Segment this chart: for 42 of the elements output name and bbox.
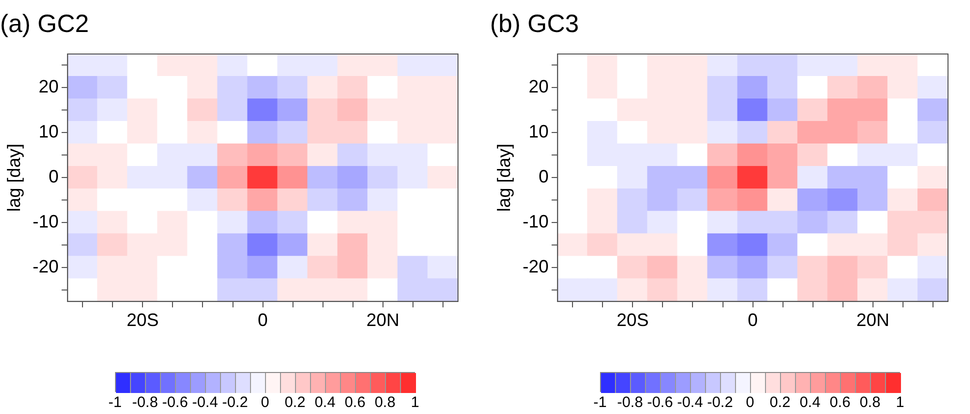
color-bar-label: 0 xyxy=(260,394,270,411)
color-bar-label: 0.8 xyxy=(860,394,880,411)
color-bar-label: 0.6 xyxy=(344,394,366,411)
color-bar-label: -0.4 xyxy=(677,394,703,411)
chart-title: (a) GC2 xyxy=(0,10,89,38)
y-tick-label: -20 xyxy=(32,256,59,277)
x-tick-label: 0 xyxy=(258,310,268,330)
y-tick-label: 20 xyxy=(528,76,549,97)
color-bar-label: 0.2 xyxy=(770,394,790,411)
x-tick-label: 20S xyxy=(616,310,649,330)
color-bar-label: -1 xyxy=(108,394,122,411)
color-bar-label: -0.2 xyxy=(707,394,733,411)
x-tick-label: 20N xyxy=(366,310,400,330)
color-bar-label: 1 xyxy=(896,394,904,411)
chart-title: (b) GC3 xyxy=(490,10,579,38)
color-bar-label: 0 xyxy=(746,394,754,411)
color-bar-label: 1 xyxy=(410,394,420,411)
y-axis-title: lag [day] xyxy=(4,144,24,212)
color-bar-label: 0.4 xyxy=(800,394,820,411)
x-tick-label: 20S xyxy=(126,310,159,330)
y-tick-label: 20 xyxy=(38,76,59,97)
color-bar-label: -0.4 xyxy=(192,394,218,411)
color-bar-label: -1 xyxy=(593,394,607,411)
y-tick-label: -10 xyxy=(32,212,59,232)
color-bar-label: -0.8 xyxy=(132,394,158,411)
color-bar-label: 0.4 xyxy=(314,394,336,411)
y-tick-label: -10 xyxy=(522,212,549,232)
color-bar-label: -0.8 xyxy=(617,394,643,411)
y-tick-label: 10 xyxy=(38,122,59,142)
x-tick-label: 0 xyxy=(748,310,758,330)
color-bar-label: 0.8 xyxy=(374,394,396,411)
color-bar-label: -0.6 xyxy=(647,394,673,411)
color-bar-label: -0.2 xyxy=(222,394,248,411)
y-tick-label: 0 xyxy=(48,166,59,187)
y-axis-title: lag [day] xyxy=(494,144,514,212)
color-bar-label: -0.6 xyxy=(162,394,188,411)
y-tick-label: 0 xyxy=(538,166,549,187)
y-tick-label: -20 xyxy=(522,256,549,277)
x-tick-label: 20N xyxy=(856,310,890,330)
color-bar-label: 0.6 xyxy=(830,394,850,411)
y-tick-label: 10 xyxy=(528,122,549,142)
color-bar-label: 0.2 xyxy=(284,394,306,411)
